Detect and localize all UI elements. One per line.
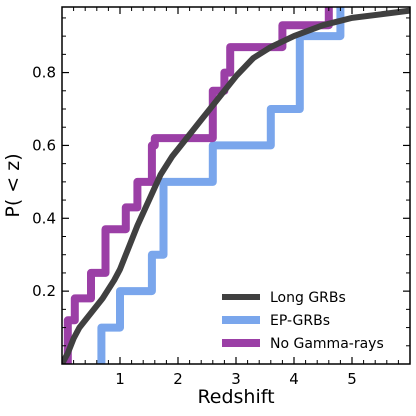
x-tick-label: 5 xyxy=(347,370,357,388)
legend-label: Long GRBs xyxy=(270,290,346,306)
ticks-layer: 1 2 3 4 5 0.2 0.4 0.6 0.8 xyxy=(32,7,410,388)
y-axis-label: P( < z) xyxy=(2,153,24,217)
y-tick-label: 0.6 xyxy=(32,136,56,154)
x-tick-label: 2 xyxy=(173,370,183,388)
y-tick-label: 0.2 xyxy=(32,282,56,300)
x-tick-label: 4 xyxy=(289,370,299,388)
series-line-no-gamma-rays xyxy=(63,7,333,364)
x-tick-label: 3 xyxy=(231,370,241,388)
legend-label: No Gamma-rays xyxy=(270,336,384,352)
legend-label: EP-GRBs xyxy=(270,313,330,329)
plot-frame xyxy=(61,6,411,365)
x-axis-label: Redshift xyxy=(197,386,274,408)
series-line-ep-grbs xyxy=(97,7,345,364)
series-line-long-grbs xyxy=(62,7,410,364)
legend: Long GRBs EP-GRBs No Gamma-rays xyxy=(222,290,384,352)
y-tick-label: 0.8 xyxy=(32,64,56,82)
x-tick-label: 1 xyxy=(115,370,125,388)
series-layer xyxy=(62,7,410,364)
y-tick-label: 0.4 xyxy=(32,209,56,227)
